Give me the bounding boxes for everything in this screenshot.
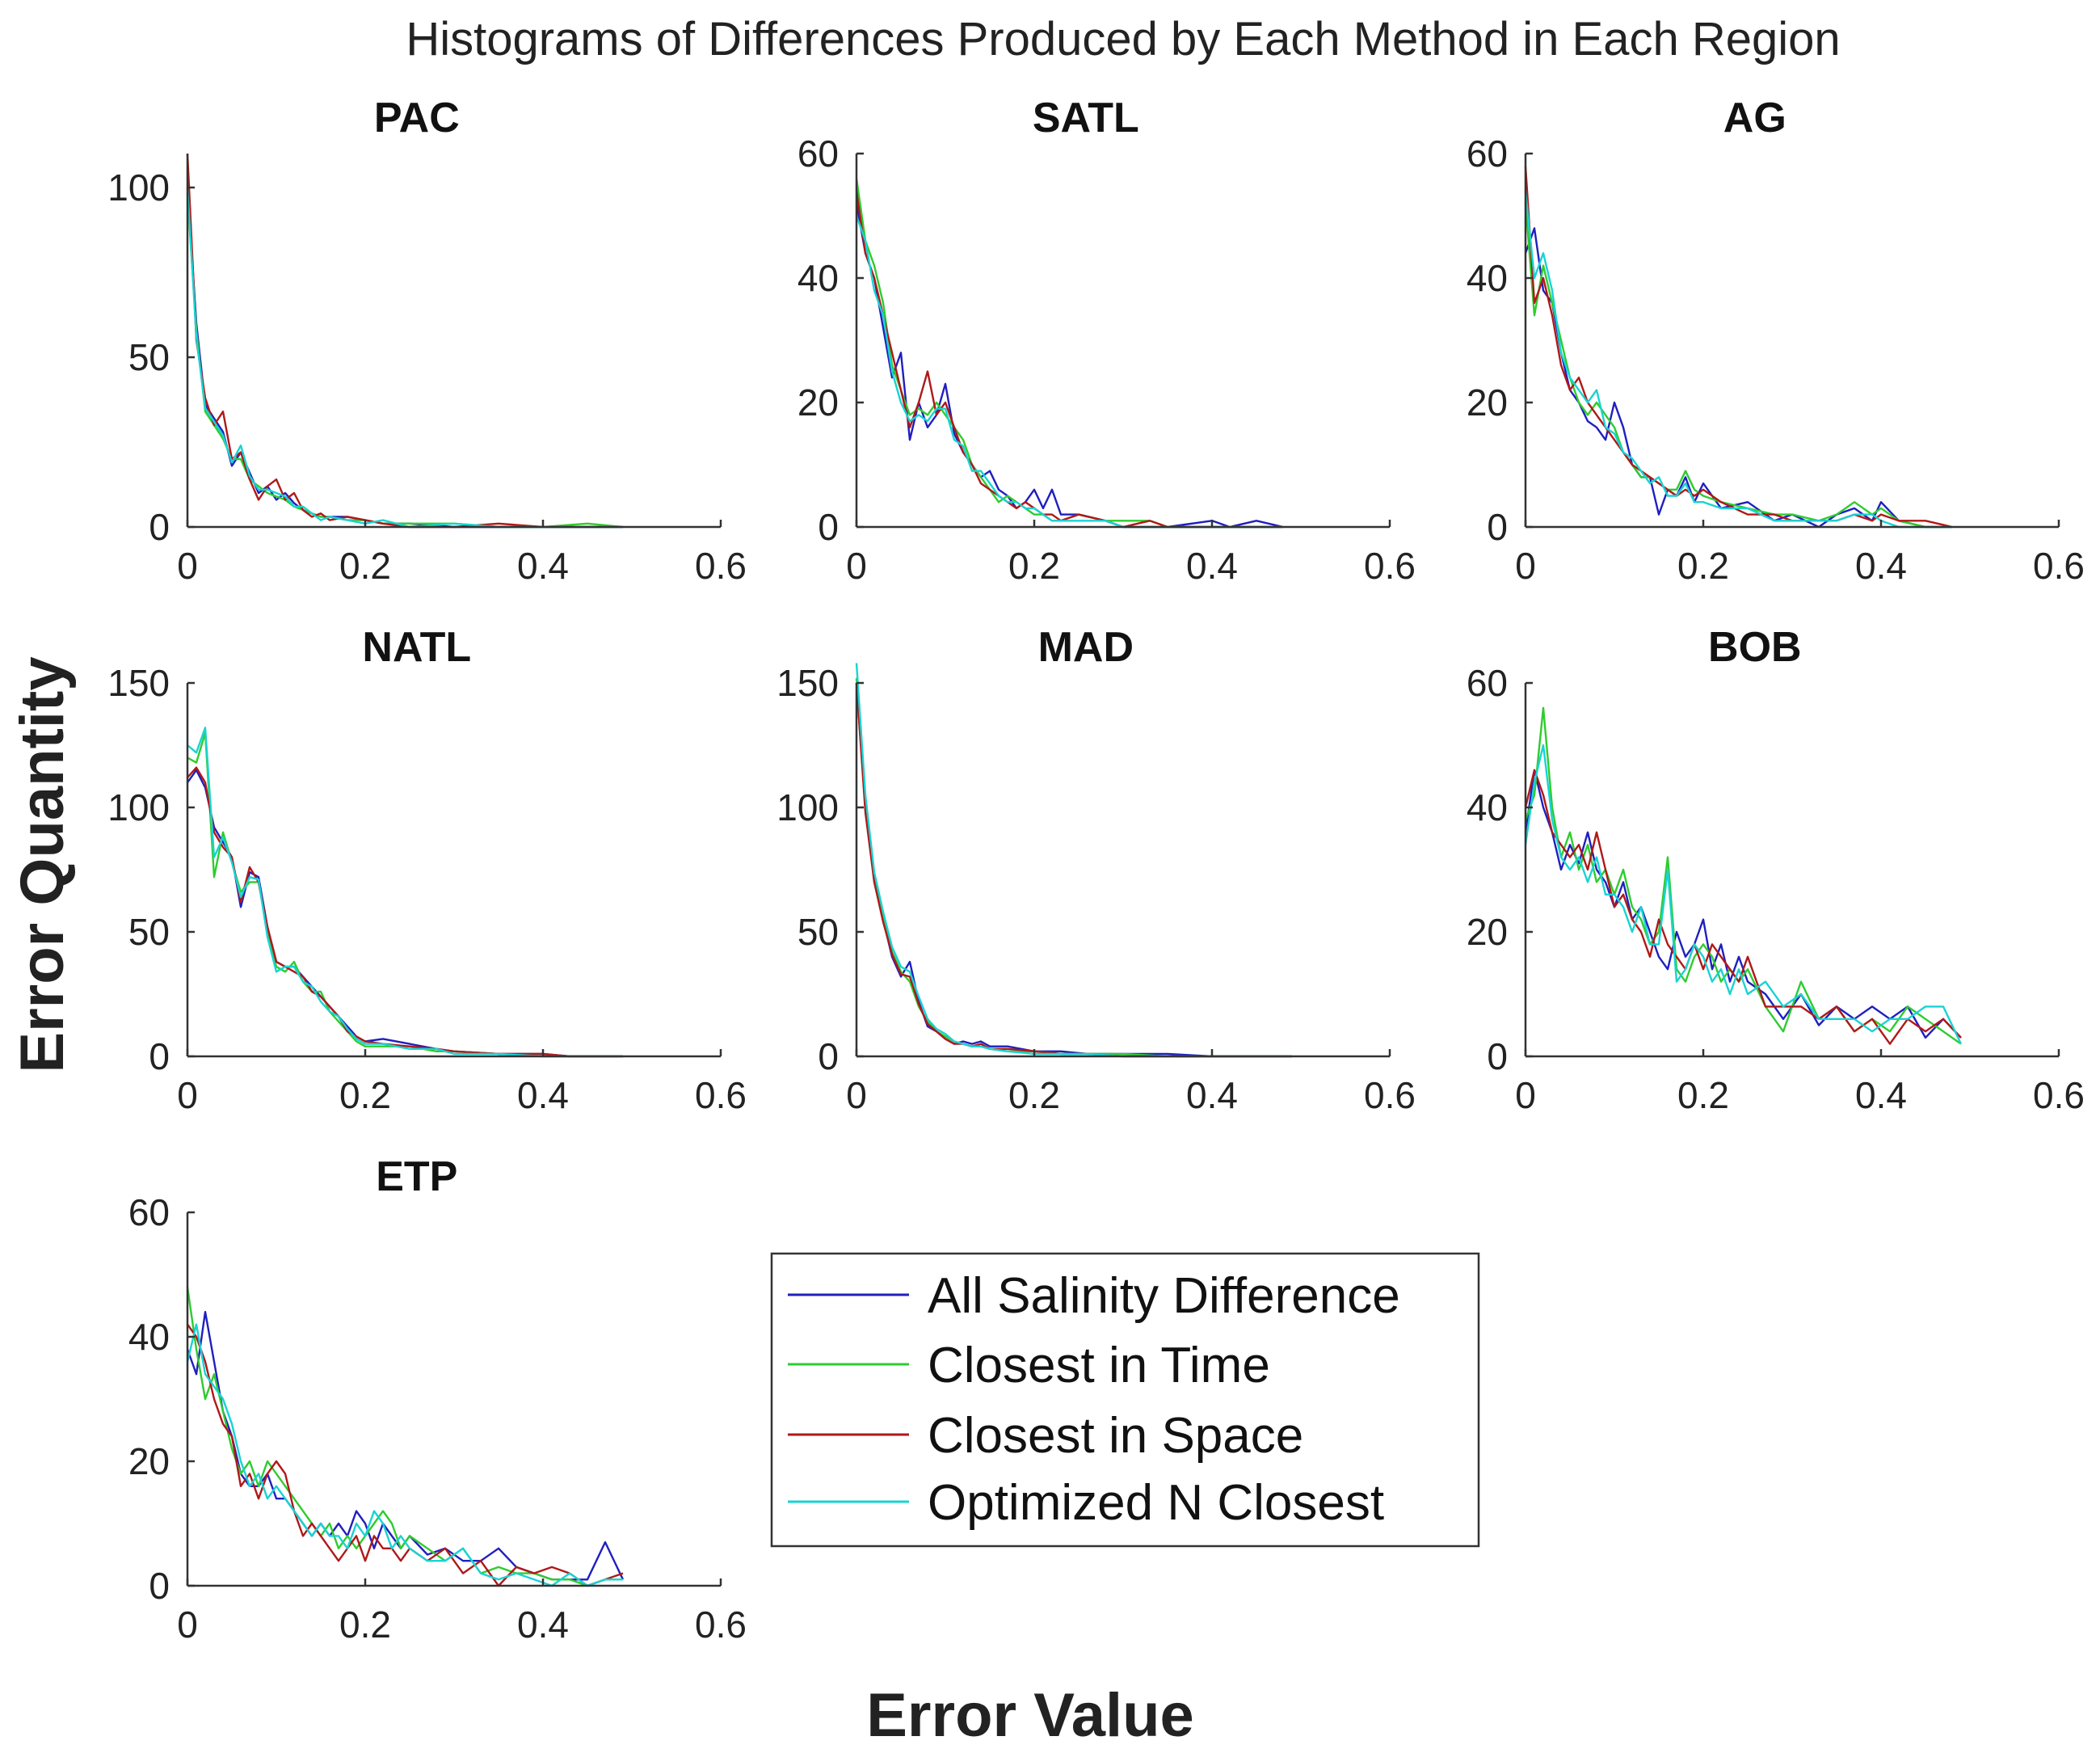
y-tick-label-natl-2: 100 [107,786,170,828]
x-tick-label-mad-0: 0 [846,1074,867,1116]
y-tick-label-bob-3: 60 [1467,662,1508,704]
x-tick-label-etp-2: 0.4 [517,1604,569,1646]
series-bob-optimized-n-closest [1524,744,1963,1045]
y-axis-label: Error Quantity [8,656,77,1073]
y-tick-label-ag-3: 60 [1467,133,1508,175]
y-tick-label-satl-3: 60 [797,133,839,175]
x-tick-label-bob-1: 0.2 [1677,1074,1729,1116]
y-tick-label-satl-2: 40 [797,257,839,299]
legend-label-all-salinity-difference: All Salinity Difference [928,1268,1400,1324]
panel-etp: ETP 0 0.2 0.4 0.6 0 20 40 60 [128,1153,747,1646]
series-pac-optimized-n-closest [186,187,623,529]
series-bob-all-salinity-difference [1524,769,1962,1039]
series-etp-all-salinity-difference [186,1310,625,1581]
series-ag-optimized-n-closest [1524,191,1952,529]
x-tick-label-natl-1: 0.2 [339,1074,391,1116]
panel-pac: PAC 0 0.2 0.4 0.6 0 50 100 [107,95,747,587]
series-etp-closest-in-space [187,1323,624,1587]
x-tick-label-mad-2: 0.4 [1186,1074,1238,1116]
legend-label-closest-in-time: Closest in Time [928,1338,1270,1393]
panel-bob: BOB 0 0.2 0.4 0.6 0 20 40 60 [1467,624,2085,1116]
x-tick-label-satl-0: 0 [846,545,867,587]
x-tick-label-satl-3: 0.6 [1364,545,1416,587]
y-tick-label-bob-2: 40 [1467,786,1508,828]
y-tick-label-pac-0: 0 [149,506,170,548]
y-tick-label-ag-0: 0 [1487,506,1508,548]
panel-grid: PAC 0 0.2 0.4 0.6 0 50 100 SATL 0 0.2 0.4 0.6 0 20 40 60… [107,95,2085,1646]
series-natl-optimized-n-closest [187,727,623,1058]
figure-title: Histograms of Differences Produced by Ea… [406,13,1840,65]
y-tick-label-mad-0: 0 [818,1035,839,1077]
x-tick-label-pac-3: 0.6 [695,545,747,587]
legend: All Salinity Difference Closest in Time … [770,1252,1480,1548]
x-tick-label-bob-3: 0.6 [2033,1074,2085,1116]
x-tick-label-ag-1: 0.2 [1677,545,1729,587]
x-tick-label-ag-2: 0.4 [1855,545,1907,587]
x-tick-label-pac-0: 0 [177,545,198,587]
panel-title-etp: ETP [376,1153,457,1200]
y-tick-label-satl-0: 0 [818,506,839,548]
panel-mad: MAD 0 0.2 0.4 0.6 0 50 100 150 [776,624,1416,1116]
x-tick-label-natl-2: 0.4 [517,1074,569,1116]
panel-title-pac: PAC [374,95,460,141]
panel-natl: NATL 0 0.2 0.4 0.6 0 50 100 150 [107,624,747,1116]
x-tick-label-satl-2: 0.4 [1186,545,1238,587]
panel-title-satl: SATL [1033,95,1139,141]
panel-title-ag: AG [1723,95,1786,141]
y-tick-label-pac-1: 50 [128,336,170,378]
x-tick-label-etp-3: 0.6 [695,1604,747,1646]
y-tick-label-mad-1: 50 [797,911,839,953]
x-tick-label-bob-2: 0.4 [1855,1074,1907,1116]
y-tick-label-bob-1: 20 [1467,911,1508,953]
y-tick-label-natl-1: 50 [128,911,170,953]
panel-satl: SATL 0 0.2 0.4 0.6 0 20 40 60 [797,95,1416,587]
y-tick-label-etp-0: 0 [149,1565,170,1607]
x-tick-label-satl-1: 0.2 [1008,545,1060,587]
y-tick-label-etp-3: 60 [128,1191,170,1233]
x-tick-label-etp-0: 0 [177,1604,198,1646]
y-tick-label-mad-2: 100 [776,786,839,828]
y-tick-label-mad-3: 150 [776,662,839,704]
legend-label-closest-in-space: Closest in Space [928,1408,1303,1464]
y-tick-label-ag-2: 40 [1467,257,1508,299]
y-tick-label-natl-0: 0 [149,1035,170,1077]
panel-title-natl: NATL [362,624,471,671]
y-tick-label-satl-1: 20 [797,381,839,424]
x-tick-label-natl-3: 0.6 [695,1074,747,1116]
x-tick-label-pac-1: 0.2 [339,545,391,587]
x-tick-label-bob-0: 0 [1515,1074,1536,1116]
panel-ag: AG 0 0.2 0.4 0.6 0 20 40 60 [1467,95,2085,587]
x-tick-label-ag-3: 0.6 [2033,545,2085,587]
panel-title-bob: BOB [1708,624,1802,671]
x-axis-label: Error Value [866,1681,1194,1749]
x-tick-label-ag-0: 0 [1515,545,1536,587]
x-tick-label-pac-2: 0.4 [517,545,569,587]
y-tick-label-natl-3: 150 [107,662,170,704]
y-tick-label-etp-1: 20 [128,1440,170,1482]
x-tick-label-natl-0: 0 [177,1074,198,1116]
y-tick-label-bob-0: 0 [1487,1035,1508,1077]
x-tick-label-mad-1: 0.2 [1008,1074,1060,1116]
legend-label-optimized-n-closest: Optimized N Closest [928,1475,1384,1531]
y-tick-label-ag-1: 20 [1467,381,1508,424]
panel-title-mad: MAD [1038,624,1134,671]
series-etp-optimized-n-closest [186,1323,623,1587]
legend-box [770,1252,1480,1548]
y-tick-label-etp-2: 40 [128,1316,170,1358]
y-tick-label-pac-2: 100 [107,166,170,209]
x-tick-label-etp-1: 0.2 [339,1604,391,1646]
x-tick-label-mad-3: 0.6 [1364,1074,1416,1116]
